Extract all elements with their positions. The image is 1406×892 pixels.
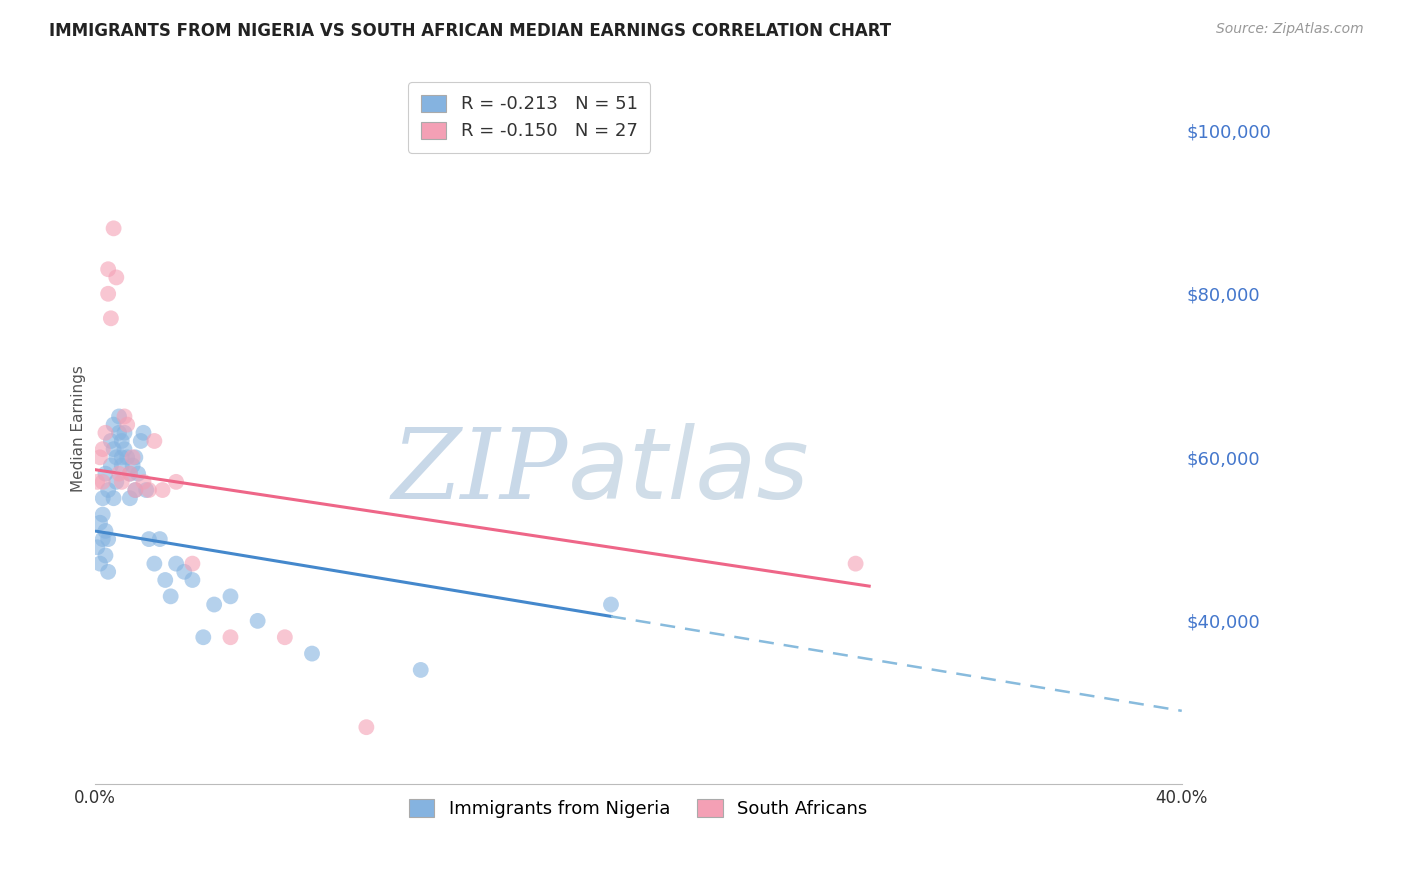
Point [91, 532, 114, 546]
Y-axis label: Median Earnings: Median Earnings [72, 365, 86, 492]
Point [155, 573, 177, 587]
Point [111, 450, 134, 465]
Point [202, 598, 225, 612]
Point [124, 450, 146, 465]
Point [219, 590, 242, 604]
Point [94, 549, 117, 563]
Point [86, 541, 108, 555]
Point [165, 475, 187, 489]
Point [138, 483, 160, 497]
Point [97, 483, 120, 497]
Point [103, 491, 125, 506]
Point [600, 598, 623, 612]
Point [108, 409, 131, 424]
Point [165, 557, 187, 571]
Point [108, 467, 131, 481]
Point [91, 475, 114, 489]
Point [152, 483, 174, 497]
Point [173, 565, 195, 579]
Point [111, 458, 134, 473]
Point [89, 557, 111, 571]
Text: Source: ZipAtlas.com: Source: ZipAtlas.com [1216, 22, 1364, 37]
Point [181, 557, 204, 571]
Point [91, 491, 114, 506]
Point [115, 417, 138, 432]
Text: IMMIGRANTS FROM NIGERIA VS SOUTH AFRICAN MEDIAN EARNINGS CORRELATION CHART: IMMIGRANTS FROM NIGERIA VS SOUTH AFRICAN… [49, 22, 891, 40]
Point [124, 483, 146, 497]
Point [219, 630, 242, 644]
Point [105, 475, 128, 489]
Point [89, 516, 111, 530]
Point [100, 458, 122, 473]
Point [89, 450, 111, 465]
Point [246, 614, 269, 628]
Point [94, 524, 117, 538]
Point [135, 483, 157, 497]
Point [845, 557, 868, 571]
Point [118, 491, 141, 506]
Text: atlas: atlas [568, 423, 808, 520]
Point [409, 663, 432, 677]
Point [181, 573, 204, 587]
Point [108, 425, 131, 440]
Point [159, 590, 181, 604]
Point [97, 262, 120, 277]
Point [103, 417, 125, 432]
Point [111, 434, 134, 448]
Text: ZIP: ZIP [391, 424, 568, 519]
Point [115, 450, 138, 465]
Point [111, 475, 134, 489]
Point [94, 425, 117, 440]
Point [356, 720, 378, 734]
Point [149, 532, 172, 546]
Point [121, 458, 143, 473]
Point [86, 475, 108, 489]
Point [129, 434, 152, 448]
Point [143, 557, 166, 571]
Legend: Immigrants from Nigeria, South Africans: Immigrants from Nigeria, South Africans [402, 792, 875, 825]
Point [94, 467, 117, 481]
Point [97, 532, 120, 546]
Point [132, 475, 155, 489]
Point [127, 467, 149, 481]
Point [97, 286, 120, 301]
Point [118, 467, 141, 481]
Point [132, 425, 155, 440]
Point [97, 565, 120, 579]
Point [193, 630, 215, 644]
Point [114, 425, 136, 440]
Point [100, 434, 122, 448]
Point [105, 450, 128, 465]
Point [103, 221, 125, 235]
Point [103, 442, 125, 457]
Point [105, 270, 128, 285]
Point [118, 467, 141, 481]
Point [114, 442, 136, 457]
Point [138, 532, 160, 546]
Point [301, 647, 323, 661]
Point [91, 508, 114, 522]
Point [121, 450, 143, 465]
Point [100, 311, 122, 326]
Point [91, 442, 114, 457]
Point [143, 434, 166, 448]
Point [124, 483, 146, 497]
Point [114, 409, 136, 424]
Point [274, 630, 297, 644]
